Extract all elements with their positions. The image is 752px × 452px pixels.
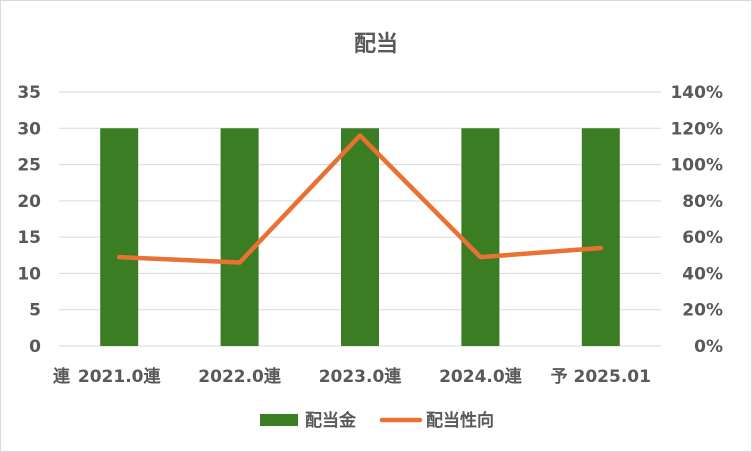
- bar: [581, 128, 620, 346]
- y-left-tick-label: 15: [17, 228, 41, 248]
- chart-title: 配当: [354, 32, 398, 57]
- y-left-tick-label: 0: [29, 337, 41, 357]
- y-left-tick-label: 10: [17, 264, 41, 284]
- bar: [341, 128, 379, 346]
- y-right-tick-label: 40%: [682, 264, 723, 284]
- y-right-tick-label: 20%: [682, 301, 723, 321]
- x-tick-label: 2024.0連: [439, 366, 523, 387]
- legend-label: 配当性向: [426, 410, 494, 431]
- x-tick-label: 2021.0連: [78, 366, 162, 387]
- y-right-tick-label: 60%: [682, 228, 723, 248]
- legend: 配当金 配当性向: [260, 410, 494, 431]
- line-point: [358, 134, 362, 138]
- y-left-tick-label: 25: [17, 156, 41, 176]
- y-right-tick-label: 100%: [670, 156, 723, 176]
- legend-swatch-bar: [260, 414, 298, 426]
- x-tick-label-cut: 連: [53, 366, 71, 387]
- y-right-tick-label: 120%: [670, 119, 723, 139]
- x-tick-label: 2022.0連: [198, 366, 282, 387]
- bar: [100, 128, 139, 346]
- bar-series: [100, 128, 620, 346]
- y-right-tick-label: 0%: [694, 337, 723, 357]
- y-right-tick-label: 140%: [670, 83, 723, 103]
- y-left-tick-label: 5: [29, 301, 41, 321]
- bar: [220, 128, 259, 346]
- y-axis-right: 0% 20% 40% 60% 80% 100% 120% 140%: [670, 83, 723, 357]
- line-point: [117, 255, 121, 259]
- line-point: [238, 261, 242, 265]
- y-left-tick-label: 35: [17, 83, 41, 103]
- y-axis-left: 0 5 10 15 20 25 30 35: [17, 83, 41, 357]
- legend-label: 配当金: [305, 410, 357, 431]
- y-left-tick-label: 30: [17, 119, 41, 139]
- line-series: [116, 133, 604, 265]
- y-left-tick-label: 20: [17, 192, 41, 212]
- line-point: [478, 255, 482, 259]
- x-axis: 連 2021.0連 2022.0連 2023.0連 2024.0連 予 2025.01: [53, 366, 651, 387]
- x-tick-label: 予 2025.01: [551, 367, 651, 387]
- y-right-tick-label: 80%: [682, 192, 723, 212]
- line-point: [599, 246, 603, 250]
- x-tick-label: 2023.0連: [319, 366, 403, 387]
- bar: [461, 128, 500, 346]
